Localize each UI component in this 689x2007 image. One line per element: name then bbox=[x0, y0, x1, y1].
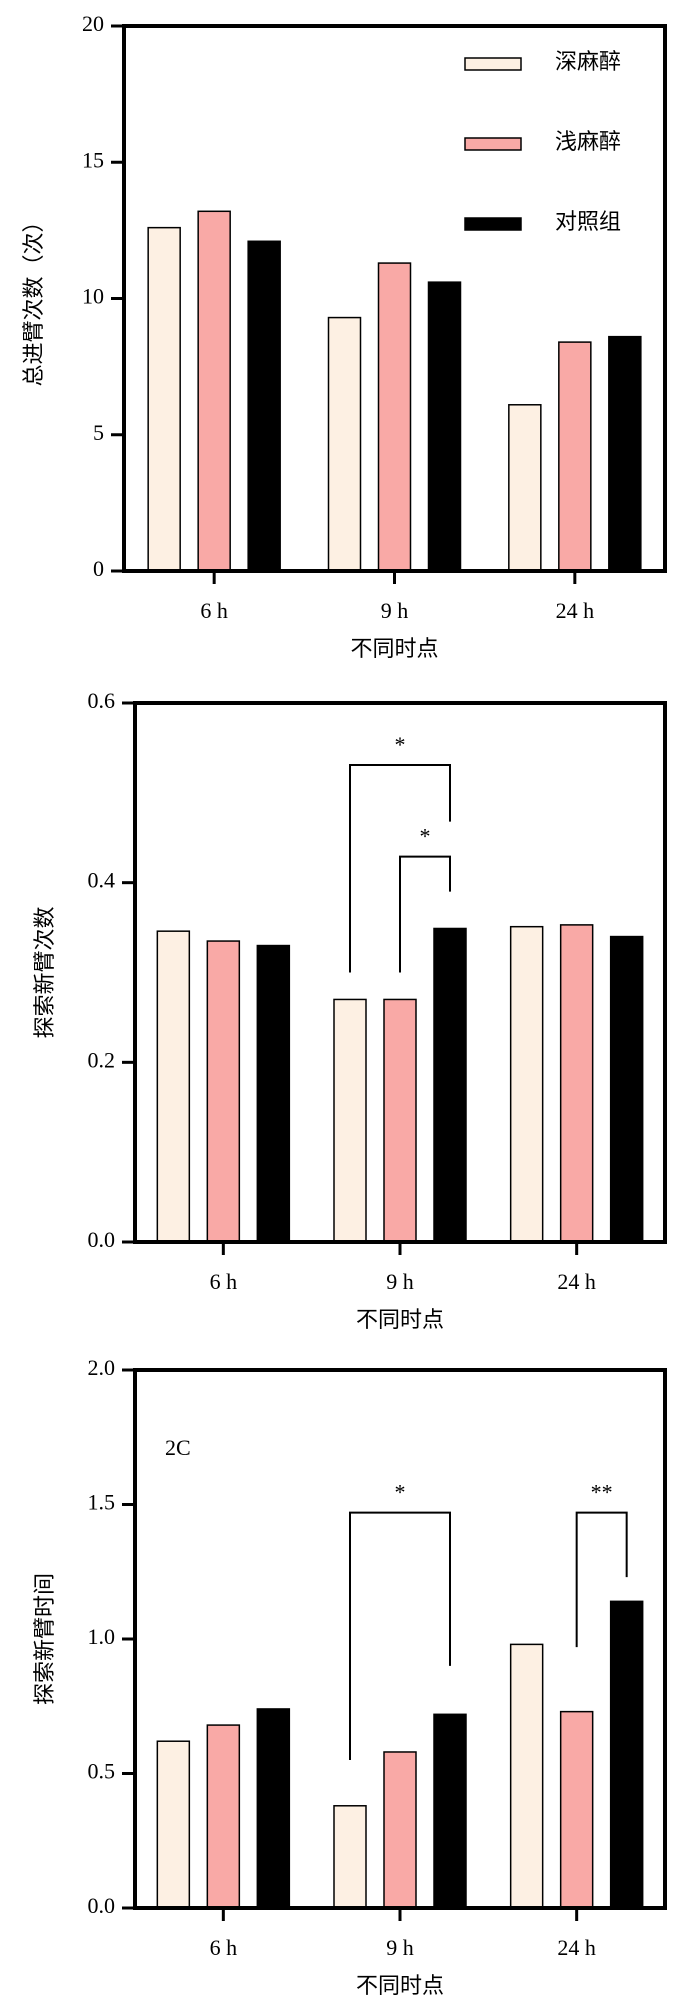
x-tick-label: 6 h bbox=[210, 1935, 238, 1960]
x-tick-label: 6 h bbox=[200, 598, 228, 623]
x-tick-label: 9 h bbox=[386, 1935, 414, 1960]
legend-label: 对照组 bbox=[555, 209, 621, 234]
bar bbox=[206, 1724, 241, 1909]
bar bbox=[333, 1805, 367, 1909]
x-axis-label: 不同时点 bbox=[356, 1307, 444, 1332]
bar bbox=[559, 1710, 594, 1909]
bar bbox=[333, 998, 367, 1243]
y-tick-label: 0.5 bbox=[88, 1759, 116, 1784]
significance-label: ** bbox=[591, 1480, 613, 1505]
bar bbox=[433, 1713, 467, 1909]
y-tick-label: 5 bbox=[93, 420, 104, 445]
y-tick-label: 0 bbox=[93, 556, 104, 581]
x-tick-label: 6 h bbox=[210, 1269, 238, 1294]
bar bbox=[609, 935, 644, 1243]
bar bbox=[383, 1751, 417, 1909]
x-tick-label: 24 h bbox=[557, 1269, 596, 1294]
significance-bracket bbox=[575, 1511, 628, 1648]
bar bbox=[256, 944, 291, 1243]
bar bbox=[377, 262, 412, 572]
bar bbox=[609, 1600, 644, 1909]
plot-frame bbox=[133, 701, 667, 1244]
y-axis-label: 探索新臂时间 bbox=[32, 1573, 57, 1705]
bar bbox=[558, 341, 592, 572]
bar bbox=[509, 925, 544, 1243]
bar bbox=[247, 240, 281, 572]
legend-label: 浅麻醉 bbox=[555, 129, 621, 154]
bar bbox=[608, 335, 642, 572]
x-tick-label: 9 h bbox=[381, 598, 409, 623]
bar bbox=[156, 930, 191, 1243]
y-tick-label: 0.6 bbox=[88, 688, 116, 713]
significance-bracket bbox=[399, 855, 451, 973]
bar bbox=[509, 1643, 544, 1909]
legend-swatch bbox=[464, 137, 522, 151]
plot-frame bbox=[122, 24, 667, 573]
y-tick-label: 0.0 bbox=[88, 1893, 116, 1918]
significance-label: * bbox=[420, 824, 431, 849]
y-axis-label: 探索新臂次数 bbox=[32, 906, 57, 1038]
bar bbox=[197, 210, 231, 572]
panel-label: 2C bbox=[165, 1435, 191, 1460]
significance-bracket bbox=[349, 1511, 451, 1761]
y-tick-label: 10 bbox=[82, 284, 104, 309]
plot-frame bbox=[133, 1368, 667, 1910]
bar bbox=[433, 927, 467, 1243]
y-tick-label: 1.5 bbox=[88, 1490, 116, 1515]
legend-swatch bbox=[464, 57, 522, 71]
legend-label: 深麻醉 bbox=[555, 49, 621, 74]
bar bbox=[327, 316, 362, 572]
bar bbox=[147, 226, 181, 572]
y-tick-label: 2.0 bbox=[88, 1355, 116, 1380]
significance-label: * bbox=[395, 1480, 406, 1505]
bar bbox=[156, 1740, 191, 1909]
significance-label: * bbox=[395, 732, 406, 757]
y-tick-label: 0.4 bbox=[88, 868, 116, 893]
bar bbox=[383, 998, 417, 1243]
x-tick-label: 24 h bbox=[556, 598, 595, 623]
y-tick-label: 0.2 bbox=[88, 1047, 116, 1072]
significance-bracket bbox=[349, 763, 451, 973]
y-tick-label: 0.0 bbox=[88, 1227, 116, 1252]
y-axis-label: 总进臂次数（次） bbox=[21, 210, 46, 386]
x-axis-label: 不同时点 bbox=[350, 636, 438, 661]
x-tick-label: 24 h bbox=[557, 1935, 596, 1960]
bar bbox=[206, 940, 241, 1243]
x-axis-label: 不同时点 bbox=[356, 1973, 444, 1998]
legend-swatch bbox=[464, 217, 522, 231]
x-tick-label: 9 h bbox=[386, 1269, 414, 1294]
bar bbox=[256, 1708, 291, 1909]
bar bbox=[508, 404, 542, 572]
y-tick-label: 1.0 bbox=[88, 1624, 116, 1649]
bar bbox=[427, 281, 462, 572]
y-tick-label: 15 bbox=[82, 147, 104, 172]
y-tick-label: 20 bbox=[82, 11, 104, 36]
bar bbox=[559, 924, 594, 1243]
